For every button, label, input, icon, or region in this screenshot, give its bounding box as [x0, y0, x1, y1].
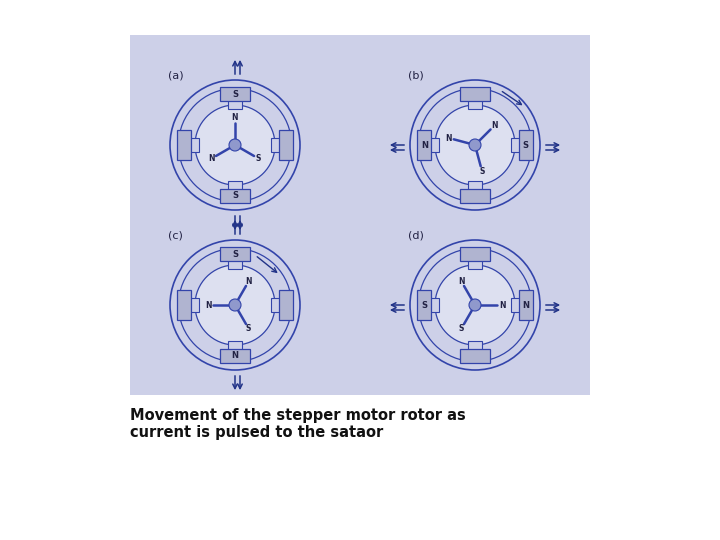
Text: N: N [232, 351, 238, 360]
Text: N: N [458, 277, 464, 286]
Bar [220, 87, 250, 102]
Text: (a): (a) [168, 70, 184, 80]
Bar [468, 93, 482, 109]
Bar [518, 290, 533, 320]
Bar [460, 188, 490, 202]
Bar [279, 130, 293, 160]
Circle shape [469, 139, 481, 151]
Circle shape [195, 265, 275, 345]
Bar [271, 138, 287, 152]
Circle shape [410, 240, 540, 370]
Circle shape [170, 80, 300, 210]
Bar [511, 298, 527, 312]
Bar [271, 298, 287, 312]
Text: S: S [421, 300, 427, 309]
Text: S: S [232, 191, 238, 200]
Text: N: N [232, 113, 238, 123]
Text: N: N [446, 133, 452, 143]
Bar [279, 290, 293, 320]
Text: S: S [523, 140, 528, 150]
Text: (c): (c) [168, 230, 183, 240]
Bar [460, 87, 490, 102]
Text: S: S [232, 250, 238, 259]
Bar [468, 341, 482, 357]
Bar [220, 247, 250, 261]
Circle shape [435, 105, 515, 185]
Text: (d): (d) [408, 230, 424, 240]
Bar [460, 247, 490, 261]
Bar [183, 138, 199, 152]
Text: S: S [232, 90, 238, 99]
Text: N: N [491, 122, 498, 130]
Circle shape [469, 299, 481, 311]
Bar [418, 130, 431, 160]
Bar [518, 130, 533, 160]
Text: S: S [246, 324, 251, 333]
Text: S: S [256, 154, 261, 163]
Text: Movement of the stepper motor rotor as
current is pulsed to the sataor: Movement of the stepper motor rotor as c… [130, 408, 466, 441]
Bar [423, 138, 439, 152]
Bar [130, 35, 590, 395]
Bar [468, 253, 482, 269]
Circle shape [410, 80, 540, 210]
Bar [460, 349, 490, 363]
Bar [511, 138, 527, 152]
Bar [220, 188, 250, 202]
Text: N: N [522, 300, 529, 309]
Bar [177, 290, 192, 320]
Circle shape [170, 240, 300, 370]
Bar [228, 181, 242, 197]
Text: N: N [499, 300, 505, 309]
Text: (b): (b) [408, 70, 424, 80]
Circle shape [195, 105, 275, 185]
Bar [423, 298, 439, 312]
Circle shape [229, 299, 241, 311]
Text: N: N [246, 277, 252, 286]
Text: S: S [459, 324, 464, 333]
Bar [228, 253, 242, 269]
Bar [183, 298, 199, 312]
Text: N: N [420, 140, 428, 150]
Circle shape [435, 265, 515, 345]
Text: N: N [204, 300, 211, 309]
Bar [418, 290, 431, 320]
Bar [468, 181, 482, 197]
Bar [177, 130, 192, 160]
Circle shape [229, 139, 241, 151]
Text: N: N [208, 154, 215, 163]
Bar [228, 93, 242, 109]
Bar [228, 341, 242, 357]
Bar [220, 349, 250, 363]
Text: S: S [480, 166, 485, 176]
